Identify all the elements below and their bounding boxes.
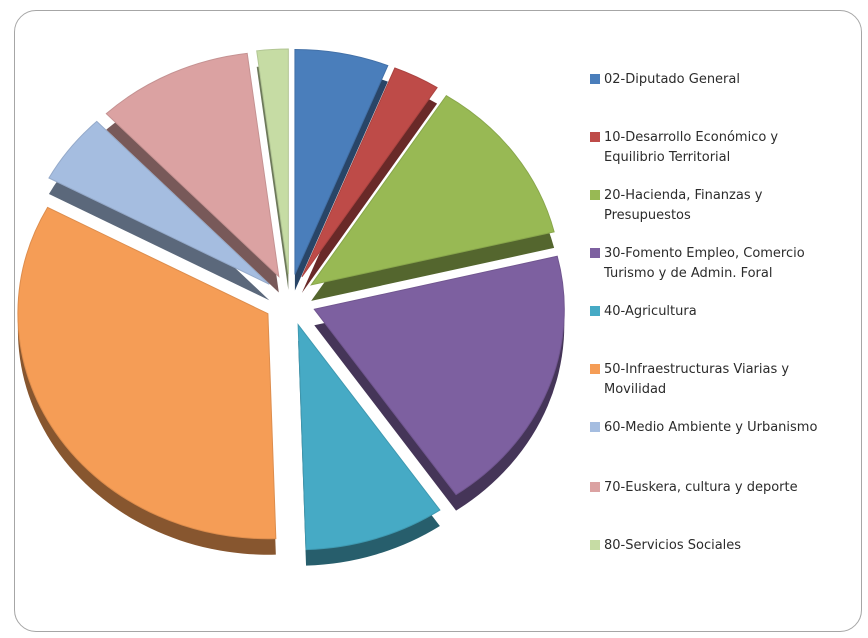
pie-slice <box>294 48 389 291</box>
legend-label: 20-Hacienda, Finanzas y Presupuestos <box>604 188 763 223</box>
pie-slice <box>17 206 277 555</box>
legend-swatch <box>590 190 600 200</box>
legend-item: 30-Fomento Empleo, Comercio Turismo y de… <box>590 244 805 284</box>
pie-slice <box>301 67 438 293</box>
legend-item: 02-Diputado General <box>590 70 740 90</box>
pie-slice <box>105 52 280 293</box>
legend-swatch <box>590 248 600 258</box>
pie-slice <box>313 255 565 511</box>
legend-item: 70-Euskera, cultura y deporte <box>590 478 798 498</box>
legend-label: 40-Agricultura <box>604 304 697 319</box>
legend-swatch <box>590 540 600 550</box>
pie-slice-top <box>17 206 277 540</box>
legend-item: 20-Hacienda, Finanzas y Presupuestos <box>590 186 762 226</box>
pie-slice <box>256 48 289 291</box>
legend-swatch <box>590 422 600 432</box>
legend-swatch <box>590 306 600 316</box>
legend-label: 80-Servicios Sociales <box>604 538 742 553</box>
pie-slice-top <box>256 48 289 275</box>
pie-slice-top <box>297 323 441 551</box>
legend-label: 70-Euskera, cultura y deporte <box>604 480 798 495</box>
pie-slice-top <box>48 120 270 285</box>
pie-slice-top <box>313 255 565 496</box>
legend-swatch <box>590 132 600 142</box>
pie-slice <box>48 120 270 301</box>
pie-slice <box>297 323 441 566</box>
legend-label: 02-Diputado General <box>604 72 740 87</box>
legend-swatch <box>590 364 600 374</box>
pie-slice <box>310 94 555 301</box>
legend-item: 50-Infraestructuras Viarias y Movilidad <box>590 360 789 400</box>
legend-item: 40-Agricultura <box>590 302 697 322</box>
pie-slice-top <box>310 94 555 286</box>
legend-label: 10-Desarrollo Económico y Equilibrio Ter… <box>604 130 779 165</box>
pie-slice-top <box>294 48 389 275</box>
legend-item: 80-Servicios Sociales <box>590 536 741 556</box>
legend-item: 60-Medio Ambiente y Urbanismo <box>590 418 817 438</box>
legend-swatch <box>590 74 600 84</box>
pie-slice-side <box>301 84 438 293</box>
legend-swatch <box>590 482 600 492</box>
legend-label: 30-Fomento Empleo, Comercio Turismo y de… <box>604 246 805 281</box>
pie-slice-top <box>301 67 438 278</box>
legend-label: 50-Infraestructuras Viarias y Movilidad <box>604 362 790 397</box>
pie-slice-top <box>105 52 280 278</box>
legend-label: 60-Medio Ambiente y Urbanismo <box>604 420 818 435</box>
legend-item: 10-Desarrollo Económico y Equilibrio Ter… <box>590 128 778 168</box>
